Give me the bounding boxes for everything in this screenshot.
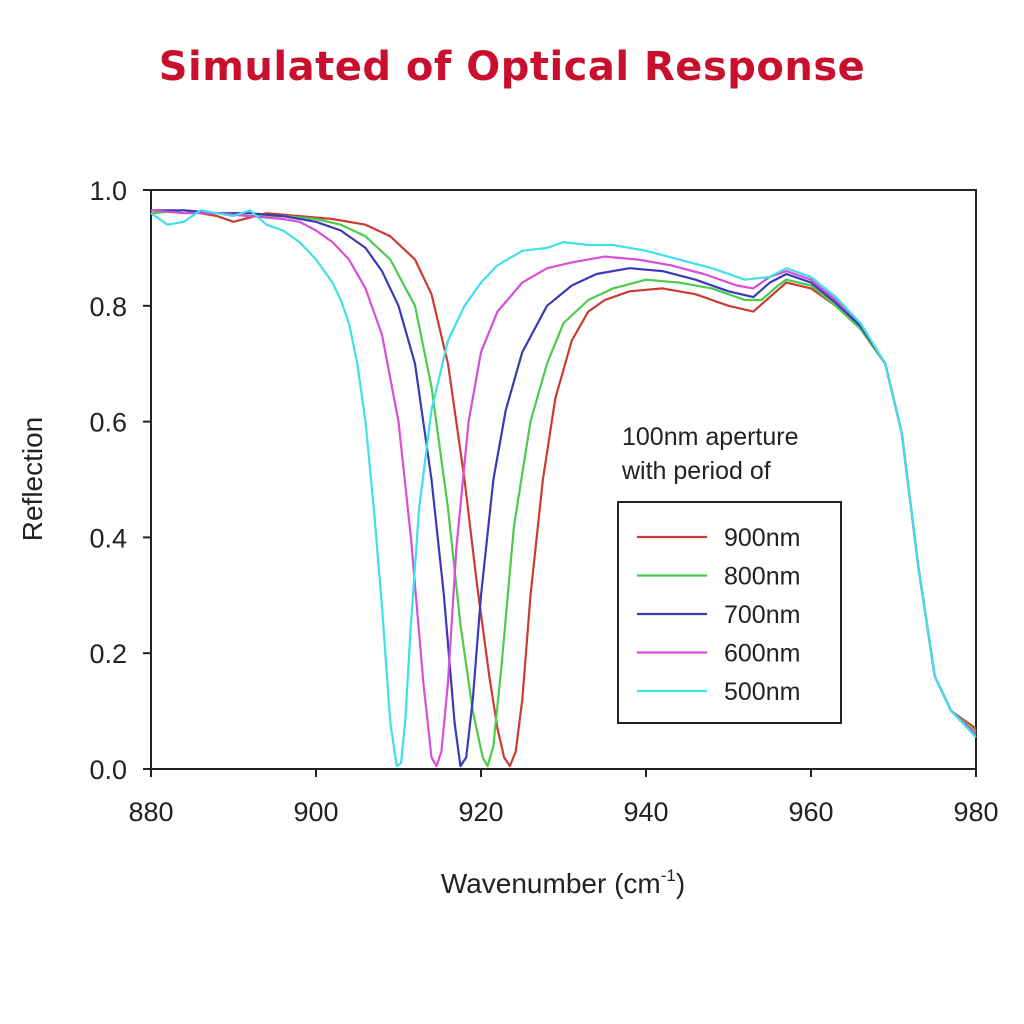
legend-label: 800nm [724, 563, 800, 591]
x-axis-title-close: ) [676, 868, 685, 899]
y-tick-label: 0.2 [89, 639, 127, 669]
legend-title-line-1: 100nm aperture [622, 423, 799, 451]
legend-label: 600nm [724, 640, 800, 668]
x-tick-label: 900 [293, 797, 338, 827]
legend-label: 900nm [724, 524, 800, 552]
legend: 100nm aperture with period of 900nm 800nm… [617, 423, 842, 724]
legend-entries: 900nm 800nm 700nm 600nm 500nm [637, 524, 800, 706]
legend-box [617, 501, 842, 724]
y-tick-label: 0.6 [89, 408, 127, 438]
x-axis-title: Wavenumber (cm-1) [441, 866, 685, 899]
x-axis-title-text: Wavenumber (cm [441, 868, 661, 899]
series-line-700nm [151, 209, 977, 768]
y-axis-title: Reflection [17, 417, 48, 542]
series-line-500nm [150, 209, 977, 768]
y-tick-label: 0.8 [89, 292, 127, 322]
y-axis: 0.0 0.2 0.4 0.6 0.8 1.0 [89, 176, 151, 785]
legend-title-line-2: with period of [621, 457, 771, 485]
page-title: Simulated of Optical Response [158, 44, 866, 90]
x-axis-title-superscript: -1 [661, 866, 676, 885]
x-axis: 880 900 920 940 960 980 [128, 769, 999, 827]
series-line-800nm [150, 209, 977, 768]
y-tick-label: 0.4 [89, 523, 127, 553]
legend-label: 700nm [724, 601, 800, 629]
y-tick-label: 1.0 [89, 176, 127, 206]
x-tick-label: 920 [458, 797, 503, 827]
x-tick-label: 880 [128, 797, 173, 827]
x-tick-label: 940 [623, 797, 668, 827]
x-tick-label: 960 [788, 797, 833, 827]
legend-label: 500nm [724, 678, 800, 706]
x-tick-label: 980 [953, 797, 998, 827]
series-layer [150, 209, 977, 768]
plot-frame [150, 189, 977, 770]
y-tick-label: 0.0 [89, 755, 127, 785]
series-line-600nm [150, 209, 977, 768]
